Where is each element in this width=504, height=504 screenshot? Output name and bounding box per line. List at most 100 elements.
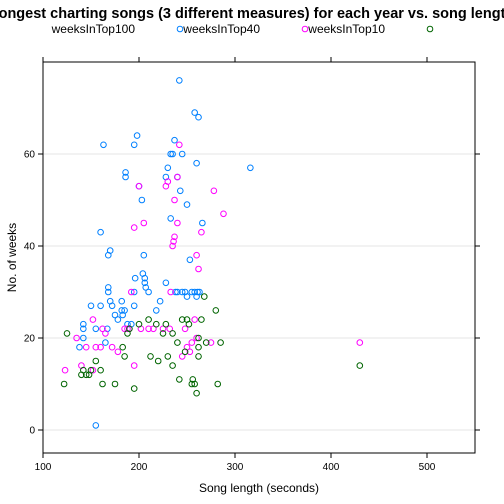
data-point-weeksInTop10 xyxy=(99,380,106,388)
data-point-weeksInTop100 xyxy=(156,297,164,305)
data-point-weeksInTop40 xyxy=(220,210,227,218)
data-point-weeksInTop10 xyxy=(195,343,202,351)
data-point-weeksInTop10 xyxy=(200,293,208,300)
data-point-weeksInTop100 xyxy=(191,109,198,116)
data-point-weeksInTop100 xyxy=(138,196,146,204)
data-point-weeksInTop100 xyxy=(118,297,126,305)
data-point-weeksInTop40 xyxy=(186,348,194,356)
data-point-weeksInTop40 xyxy=(188,339,196,346)
data-point-weeksInTop10 xyxy=(195,353,202,360)
data-point-weeksInTop40 xyxy=(195,265,202,273)
data-point-weeksInTop100 xyxy=(167,215,174,222)
data-point-weeksInTop100 xyxy=(193,293,200,300)
data-point-weeksInTop100 xyxy=(80,334,87,342)
data-point-weeksInTop40 xyxy=(150,325,157,333)
data-point-weeksInTop40 xyxy=(171,233,178,241)
grid-lines xyxy=(43,153,475,431)
data-point-weeksInTop40 xyxy=(89,316,97,323)
data-point-weeksInTop100 xyxy=(97,228,104,236)
data-point-weeksInTop40 xyxy=(97,343,104,351)
data-point-weeksInTop10 xyxy=(152,320,160,328)
data-point-weeksInTop100 xyxy=(118,307,126,314)
data-point-weeksInTop10 xyxy=(174,339,181,346)
data-point-weeksInTop40 xyxy=(166,325,174,333)
data-point-weeksInTop40 xyxy=(159,325,167,333)
data-point-weeksInTop40 xyxy=(193,334,200,342)
data-point-weeksInTop10 xyxy=(147,353,154,360)
data-point-weeksInTop10 xyxy=(214,380,222,388)
data-point-weeksInTop100 xyxy=(130,288,138,296)
data-point-weeksInTop40 xyxy=(135,182,143,190)
data-point-weeksInTop100 xyxy=(130,302,138,310)
data-point-weeksInTop10 xyxy=(154,357,162,365)
legend-label-weeksInTop100: weeksInTop100 xyxy=(51,22,136,36)
data-point-weeksInTop10 xyxy=(82,371,90,379)
data-point-weeksInTop100 xyxy=(122,173,129,181)
data-point-weeksInTop40 xyxy=(171,196,178,204)
chart-title: Longest charting songs (3 different meas… xyxy=(0,6,504,22)
axes: 100 200 300 400 500 0 20 40 60 xyxy=(24,57,480,473)
data-point-weeksInTop100 xyxy=(92,325,100,333)
data-point-weeksInTop40 xyxy=(176,141,183,149)
data-point-weeksInTop10 xyxy=(80,366,87,374)
x-tick-label: 200 xyxy=(131,462,148,473)
data-point-weeksInTop100 xyxy=(92,422,100,429)
data-point-weeksInTop100 xyxy=(140,251,148,259)
data-point-weeksInTop10 xyxy=(198,316,205,323)
data-point-weeksInTop40 xyxy=(145,325,152,333)
data-point-weeksInTop10 xyxy=(356,362,364,369)
data-point-weeksInTop10 xyxy=(63,330,71,337)
data-point-weeksInTop40 xyxy=(169,242,176,250)
data-point-weeksInTop40 xyxy=(356,339,364,346)
data-point-weeksInTop10 xyxy=(169,362,176,369)
data-point-weeksInTop40 xyxy=(174,173,181,181)
data-point-weeksInTop100 xyxy=(178,288,186,296)
series-weeksInTop100 xyxy=(76,77,254,429)
data-point-weeksInTop100 xyxy=(183,293,191,300)
data-point-weeksInTop40 xyxy=(174,219,181,227)
data-point-weeksInTop100 xyxy=(100,141,107,149)
data-point-weeksInTop10 xyxy=(169,330,176,337)
data-point-weeksInTop40 xyxy=(130,224,138,231)
data-point-weeksInTop40 xyxy=(210,187,218,195)
data-point-weeksInTop10 xyxy=(188,380,196,388)
data-point-weeksInTop100 xyxy=(171,136,178,144)
data-point-weeksInTop100 xyxy=(114,316,122,323)
data-point-weeksInTop10 xyxy=(121,353,128,360)
data-point-weeksInTop100 xyxy=(131,274,139,282)
data-point-weeksInTop10 xyxy=(195,334,202,342)
data-point-weeksInTop40 xyxy=(191,316,198,323)
data-point-weeksInTop10 xyxy=(119,343,126,351)
data-point-weeksInTop100 xyxy=(183,201,191,208)
y-tick-label: 0 xyxy=(29,426,35,437)
data-point-weeksInTop100 xyxy=(108,302,116,310)
data-point-weeksInTop10 xyxy=(181,348,189,356)
data-point-weeksInTop100 xyxy=(176,187,184,195)
legend-marker-weeksInTop40 xyxy=(301,25,309,33)
data-point-weeksInTop40 xyxy=(128,288,135,296)
legend-marker-weeksInTop10 xyxy=(426,25,434,33)
data-point-weeksInTop10 xyxy=(185,320,193,328)
data-point-weeksInTop100 xyxy=(169,150,176,158)
data-point-weeksInTop40 xyxy=(108,343,116,351)
data-point-weeksInTop100 xyxy=(111,311,119,319)
data-point-weeksInTop100 xyxy=(133,132,141,139)
series-weeksInTop10 xyxy=(60,293,364,397)
legend: weeksInTop100 weeksInTop40 weeksInTop10 xyxy=(51,22,434,36)
data-point-weeksInTop100 xyxy=(130,141,138,149)
x-tick-label: 300 xyxy=(227,462,244,473)
y-tick-label: 60 xyxy=(24,150,36,161)
data-point-weeksInTop100 xyxy=(141,279,149,287)
data-point-weeksInTop10 xyxy=(92,357,100,365)
data-point-weeksInTop40 xyxy=(61,366,69,374)
data-point-weeksInTop100 xyxy=(193,159,200,167)
data-point-weeksInTop40 xyxy=(193,251,200,259)
data-point-weeksInTop40 xyxy=(178,353,186,360)
data-point-weeksInTop100 xyxy=(104,284,112,291)
plot-frame xyxy=(42,61,476,454)
data-point-weeksInTop100 xyxy=(106,247,114,254)
data-point-weeksInTop100 xyxy=(76,343,83,351)
data-point-weeksInTop10 xyxy=(87,366,95,374)
data-point-weeksInTop100 xyxy=(174,288,181,296)
